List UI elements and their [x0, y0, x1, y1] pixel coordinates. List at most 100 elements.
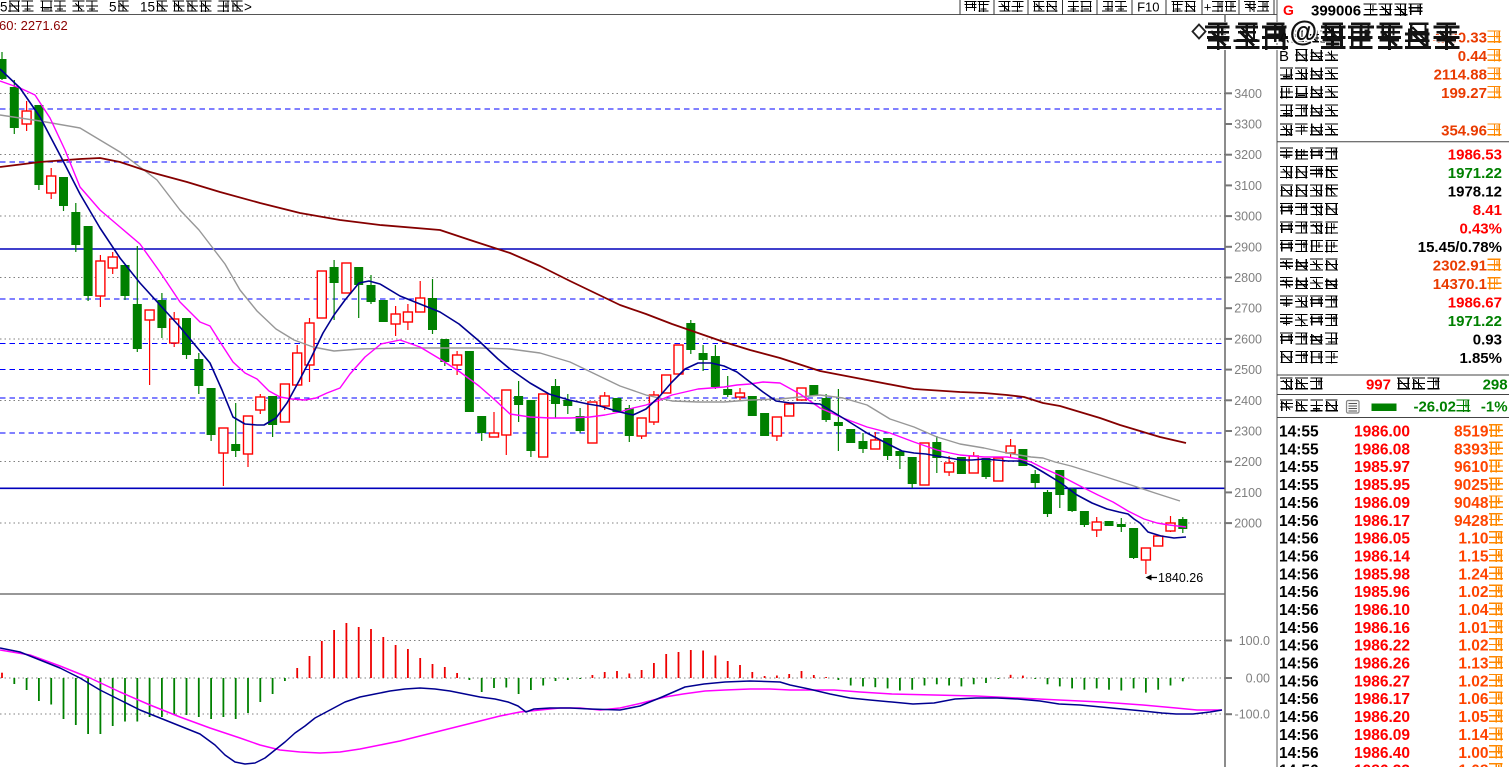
- svg-text:-100.0: -100.0: [1235, 708, 1270, 722]
- svg-text:1.00: 1.00: [1458, 745, 1488, 762]
- svg-text:14:56: 14:56: [1279, 584, 1319, 601]
- svg-text:-26.02: -26.02: [1413, 399, 1456, 416]
- svg-text:14:56: 14:56: [1279, 620, 1319, 637]
- svg-text:14:56: 14:56: [1279, 566, 1319, 583]
- svg-text:+: +: [1204, 0, 1212, 15]
- svg-text:1986.10: 1986.10: [1354, 602, 1410, 619]
- svg-text:1.06: 1.06: [1458, 691, 1489, 708]
- svg-text:0.43%: 0.43%: [1459, 221, 1502, 238]
- svg-text:1.85%: 1.85%: [1459, 350, 1502, 367]
- svg-text:14:56: 14:56: [1279, 638, 1319, 655]
- svg-text:14:56: 14:56: [1279, 673, 1319, 690]
- svg-text:15.45/0.78%: 15.45/0.78%: [1418, 239, 1502, 256]
- svg-text:14:56: 14:56: [1279, 709, 1319, 726]
- svg-text:1971.22: 1971.22: [1448, 165, 1502, 182]
- svg-text:0.00: 0.00: [1246, 672, 1270, 686]
- svg-text:1.01: 1.01: [1458, 620, 1489, 637]
- svg-text:F10: F10: [1137, 0, 1159, 15]
- svg-text:2114.88: 2114.88: [1434, 67, 1487, 84]
- svg-text:5: 5: [109, 0, 117, 15]
- svg-text:2000: 2000: [1234, 517, 1262, 531]
- svg-text:1986.14: 1986.14: [1354, 549, 1410, 566]
- svg-text:1.02: 1.02: [1458, 584, 1488, 601]
- svg-text:2300: 2300: [1234, 425, 1262, 439]
- svg-text:14:56: 14:56: [1279, 602, 1319, 619]
- svg-text:2700: 2700: [1234, 302, 1262, 316]
- svg-text:14:56: 14:56: [1279, 513, 1319, 530]
- svg-text:1.15: 1.15: [1458, 549, 1489, 566]
- svg-text:2800: 2800: [1234, 271, 1262, 285]
- svg-text:2500: 2500: [1234, 363, 1262, 377]
- svg-text:3200: 3200: [1234, 148, 1262, 162]
- svg-text:8519: 8519: [1454, 424, 1489, 441]
- svg-text:14:56: 14:56: [1279, 549, 1319, 566]
- svg-text:8393: 8393: [1454, 441, 1489, 458]
- svg-text:5: 5: [0, 0, 8, 15]
- svg-text:2200: 2200: [1234, 455, 1262, 469]
- svg-text:1986.09: 1986.09: [1354, 495, 1410, 512]
- svg-text:199.27: 199.27: [1441, 85, 1487, 102]
- svg-text:1971.22: 1971.22: [1448, 313, 1502, 330]
- svg-text:100.0: 100.0: [1239, 634, 1270, 648]
- svg-text:14:56: 14:56: [1279, 763, 1319, 767]
- svg-text:8.41: 8.41: [1473, 202, 1502, 219]
- svg-text:@: @: [1290, 16, 1318, 48]
- svg-text:1986.27: 1986.27: [1354, 673, 1410, 690]
- svg-text:298: 298: [1483, 377, 1508, 394]
- svg-text:1986.00: 1986.00: [1354, 424, 1410, 441]
- svg-text:1985.95: 1985.95: [1354, 477, 1410, 494]
- svg-text:1840.26: 1840.26: [1158, 571, 1203, 585]
- svg-text:14:56: 14:56: [1279, 531, 1319, 548]
- svg-text:1.02: 1.02: [1458, 638, 1488, 655]
- svg-text:1986.17: 1986.17: [1354, 513, 1410, 530]
- svg-text:1986.40: 1986.40: [1354, 745, 1410, 762]
- svg-text:1986.09: 1986.09: [1354, 727, 1410, 744]
- svg-text:1985.97: 1985.97: [1354, 459, 1410, 476]
- svg-text:1985.96: 1985.96: [1354, 584, 1410, 601]
- svg-text:14:56: 14:56: [1279, 656, 1319, 673]
- svg-text:2100: 2100: [1234, 486, 1262, 500]
- svg-text:G: G: [1283, 2, 1294, 18]
- svg-text:@: @: [1290, 16, 1318, 48]
- svg-text:1978.12: 1978.12: [1448, 184, 1502, 201]
- svg-text:1986.17: 1986.17: [1354, 691, 1410, 708]
- svg-text:3400: 3400: [1234, 87, 1262, 101]
- svg-text:9048: 9048: [1454, 495, 1489, 512]
- svg-text:9025: 9025: [1454, 477, 1489, 494]
- svg-text:3300: 3300: [1234, 118, 1262, 132]
- svg-text:1.10: 1.10: [1458, 531, 1488, 548]
- svg-text:1.05: 1.05: [1458, 709, 1489, 726]
- svg-text:1986.22: 1986.22: [1354, 638, 1410, 655]
- svg-text:0.44: 0.44: [1458, 48, 1488, 65]
- svg-text:-1%: -1%: [1481, 399, 1508, 416]
- svg-text:B: B: [1279, 48, 1289, 65]
- svg-text:997: 997: [1366, 377, 1391, 394]
- svg-text:1986.33: 1986.33: [1354, 763, 1410, 767]
- svg-text:0.93: 0.93: [1473, 332, 1502, 349]
- svg-text:3100: 3100: [1234, 179, 1262, 193]
- svg-text:1986.08: 1986.08: [1354, 441, 1410, 458]
- svg-text:1.13: 1.13: [1458, 656, 1489, 673]
- svg-text:14:56: 14:56: [1279, 691, 1319, 708]
- svg-text:1.08: 1.08: [1458, 763, 1489, 767]
- svg-text:1.04: 1.04: [1458, 602, 1489, 619]
- svg-text:14370.1: 14370.1: [1433, 276, 1487, 293]
- svg-text:1.02: 1.02: [1458, 673, 1488, 690]
- svg-text:14:56: 14:56: [1279, 495, 1319, 512]
- svg-text:1.24: 1.24: [1458, 566, 1489, 583]
- svg-text:1985.98: 1985.98: [1354, 566, 1410, 583]
- svg-text:14:55: 14:55: [1279, 477, 1319, 494]
- svg-text:14:55: 14:55: [1279, 441, 1319, 458]
- svg-text:9428: 9428: [1454, 513, 1489, 530]
- svg-text:399006: 399006: [1311, 3, 1361, 20]
- svg-text:1986.26: 1986.26: [1354, 656, 1410, 673]
- svg-text:3000: 3000: [1234, 210, 1262, 224]
- svg-text:15: 15: [140, 0, 155, 15]
- svg-text:354.96: 354.96: [1441, 123, 1487, 140]
- svg-text:>: >: [244, 0, 252, 15]
- svg-text:14:56: 14:56: [1279, 745, 1319, 762]
- svg-text:9610: 9610: [1454, 459, 1488, 476]
- svg-text:2302.91: 2302.91: [1433, 258, 1487, 275]
- svg-text:14:55: 14:55: [1279, 459, 1319, 476]
- svg-text:1986.53: 1986.53: [1448, 147, 1502, 164]
